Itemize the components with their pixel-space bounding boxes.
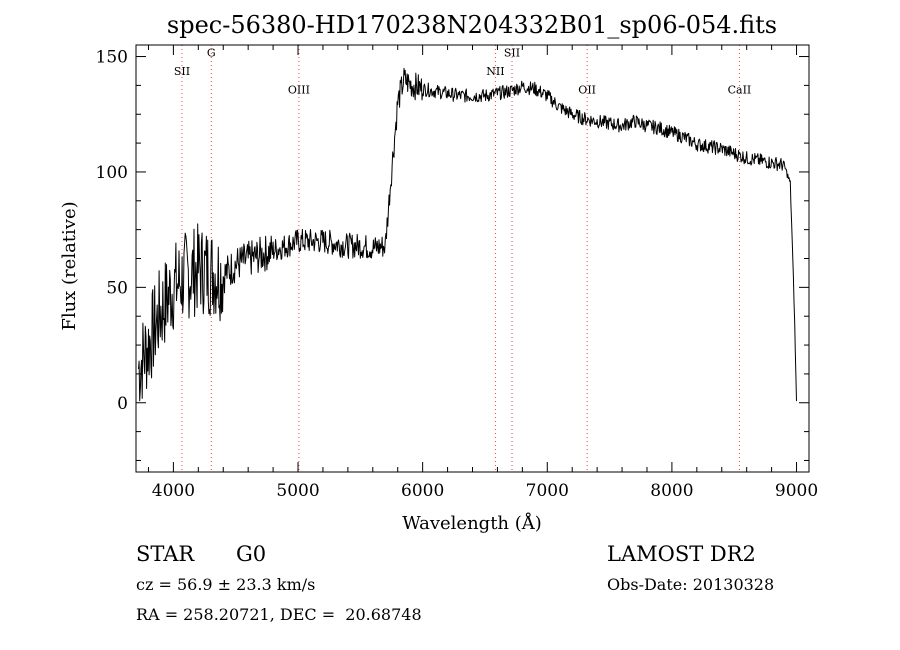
spectral-line-label: SII [504,47,520,60]
object-subclass: G0 [236,542,267,566]
spectral-line-label: NII [486,65,504,78]
spectral-line-label: SII [174,65,190,78]
spectrum-line-0 [138,67,797,402]
y-axis-label: Flux (relative) [59,201,80,330]
redshift-velocity: cz = 56.9 ± 23.3 km/s [136,575,316,594]
spectral-line-label: G [207,47,216,60]
y-tick-label: 0 [117,394,128,414]
y-tick-label: 150 [96,48,128,68]
y-tick-label: 100 [96,163,128,183]
survey-name: LAMOST DR2 [607,542,756,566]
x-tick-label: 9000 [775,481,818,501]
chart-title: spec-56380-HD170238N204332B01_sp06-054.f… [167,11,777,39]
axis-ticks: 4000 5000 6000 7000 8000 9000 0 50 100 150 [96,45,818,501]
plot-frame [135,44,810,473]
x-tick-label: 7000 [526,481,569,501]
object-class: STAR [136,542,195,566]
coordinates: RA = 258.20721, DEC = 20.68748 [136,605,422,624]
spectral-line-label: OII [578,83,596,96]
x-tick-label: 5000 [276,481,319,501]
x-axis-label: Wavelength (Å) [402,512,542,534]
x-tick-label: 4000 [152,481,195,501]
y-tick-label: 50 [106,278,128,298]
spectrum-series [138,67,797,402]
observation-date: Obs-Date: 20130328 [607,575,775,594]
x-tick-label: 8000 [650,481,693,501]
spectral-line-label: OIII [288,83,310,96]
x-tick-label: 6000 [401,481,444,501]
spectral-line-label: CaII [728,83,752,96]
